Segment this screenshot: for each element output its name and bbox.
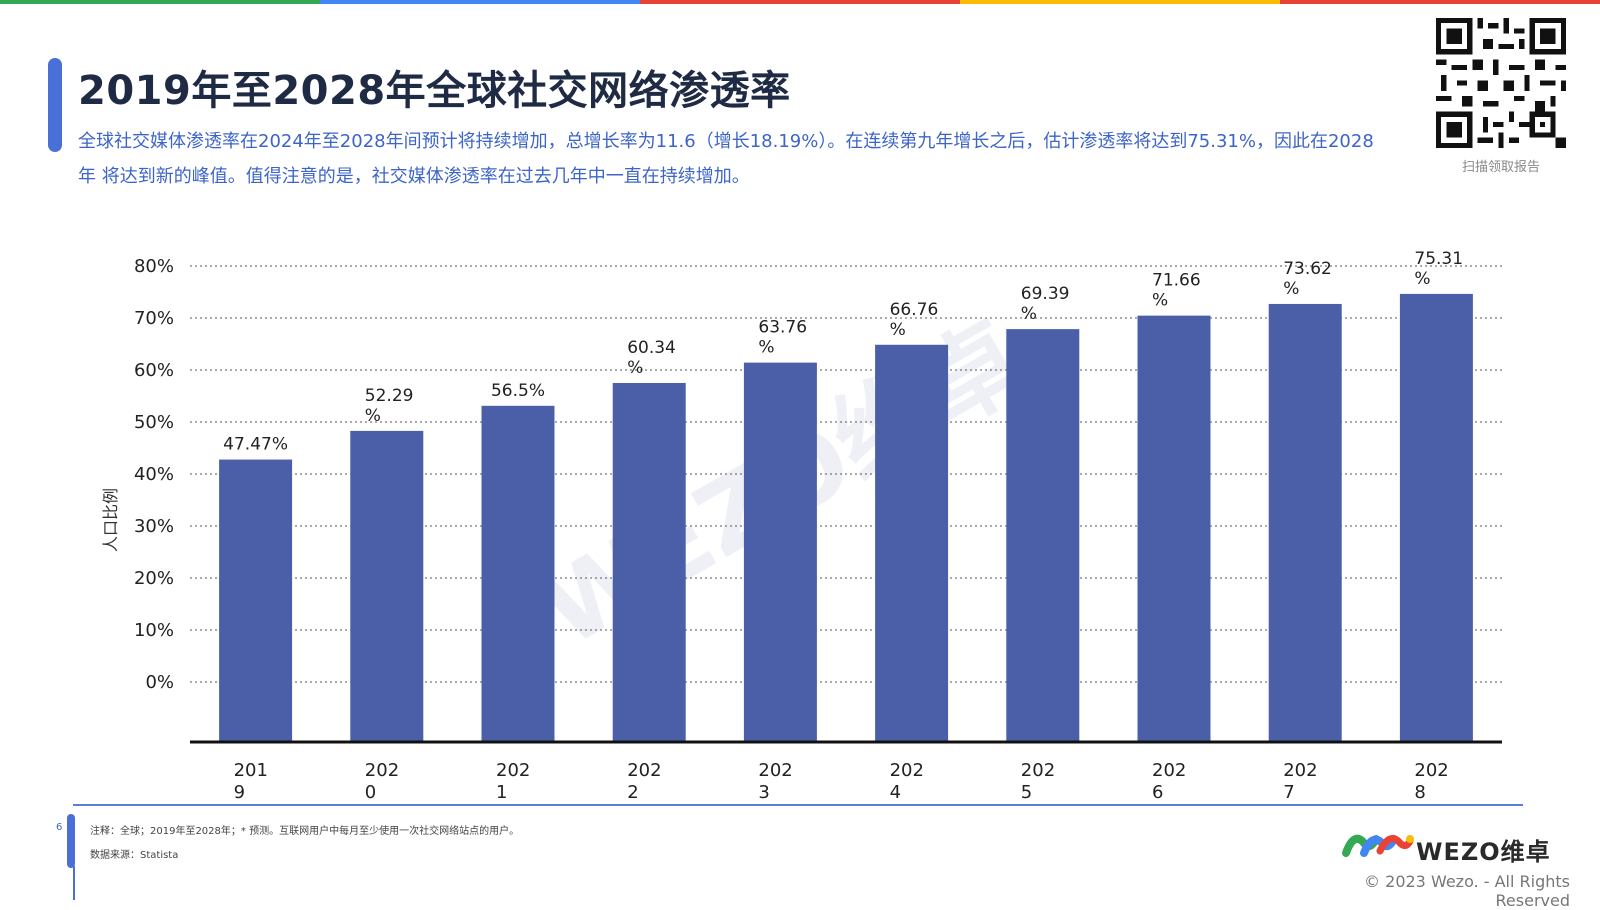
y-axis-title: 人口比例 (101, 488, 120, 552)
data-label: 66.76 (890, 300, 939, 320)
bar (875, 344, 949, 742)
top-bar-blue (320, 0, 640, 4)
bar (1006, 329, 1080, 742)
bar (743, 362, 817, 742)
y-tick-label: 10% (134, 620, 174, 641)
x-tick-label: 8 (1414, 782, 1425, 800)
y-tick-label: 70% (134, 308, 174, 329)
grid-lines (190, 265, 1502, 683)
x-tick-label: 202 (1283, 760, 1317, 781)
title-accent-bar (48, 58, 62, 152)
qr-code-icon[interactable] (1436, 18, 1566, 148)
data-label: 71.66 (1152, 271, 1201, 291)
y-tick-label: 60% (134, 360, 174, 381)
x-tick-label: 7 (1283, 782, 1294, 800)
data-label: 63.76 (758, 318, 807, 338)
x-tick-label: 202 (365, 760, 399, 781)
bar (350, 430, 424, 742)
data-label: % (1414, 269, 1430, 289)
x-tick-label: 4 (890, 782, 901, 800)
top-bar-yellow (960, 0, 1280, 4)
data-label: 60.34 (627, 338, 676, 358)
data-label: % (627, 358, 643, 378)
data-label: 52.29 (365, 386, 414, 406)
data-label: 75.31 (1414, 249, 1463, 269)
data-label: % (365, 406, 381, 426)
bar (612, 382, 686, 742)
data-label: % (1283, 279, 1299, 299)
bars (219, 293, 1473, 742)
x-tick-label: 202 (890, 760, 924, 781)
page-title: 2019年至2028年全球社交网络渗透率 (78, 68, 791, 114)
data-label: 56.5% (491, 381, 545, 401)
top-bar-red-2 (1280, 0, 1600, 4)
x-tick-label: 202 (1021, 760, 1055, 781)
footer-accent-line (73, 866, 75, 900)
bar (219, 459, 293, 742)
bar-chart: WEZO维卓 80%70%60%50%40%30%20%10%0% 47.47%… (101, 249, 1502, 800)
data-label: % (890, 320, 906, 340)
wezo-logo-icon[interactable] (1340, 827, 1540, 859)
qr-caption: 扫描领取报告 (1461, 160, 1540, 175)
y-tick-label: 50% (134, 412, 174, 433)
y-tick-label: 40% (134, 464, 174, 485)
footer-source: 数据来源：Statista (90, 850, 179, 861)
footer-note: 注释：全球；2019年至2028年；* 预测。互联网用户中每月至少使用一次社交网… (90, 826, 520, 837)
x-tick-label: 9 (234, 782, 245, 800)
data-labels: 47.47%52.29%56.5%60.34%63.76%66.76%69.39… (223, 249, 1463, 455)
logo-text: WEZO维卓 (1416, 838, 1551, 866)
y-tick-label: 0% (145, 672, 174, 693)
data-label: % (1021, 304, 1037, 324)
x-tick-label: 6 (1152, 782, 1163, 800)
bar (1399, 293, 1473, 742)
footer-divider (73, 804, 1523, 806)
top-bar-red (640, 0, 960, 4)
y-tick-label: 80% (134, 256, 174, 277)
bar (1268, 303, 1342, 742)
x-tick-label: 0 (365, 782, 376, 800)
top-bar-green (0, 0, 320, 4)
y-tick-label: 30% (134, 516, 174, 537)
bar (1137, 315, 1211, 742)
x-tick-label: 2 (627, 782, 638, 800)
x-tick-label: 202 (758, 760, 792, 781)
footer-accent-bar (67, 814, 75, 868)
data-label: % (758, 338, 774, 358)
data-label: 73.62 (1283, 259, 1332, 279)
x-tick-label: 202 (627, 760, 661, 781)
data-label: 47.47% (223, 435, 288, 455)
x-tick-label: 202 (1414, 760, 1448, 781)
y-tick-label: 20% (134, 568, 174, 589)
copyright: © 2023 Wezo. - All Rights Reserved (1364, 872, 1570, 910)
x-tick-label: 1 (496, 782, 507, 800)
data-label: % (1152, 291, 1168, 311)
x-tick-label: 201 (234, 760, 268, 781)
page-number: 6 (56, 822, 63, 833)
x-tick-label: 202 (496, 760, 530, 781)
y-axis-ticks: 80% 70% 60% 50% 40% 30% 20% 10% 0% (134, 256, 174, 693)
data-label: 69.39 (1021, 284, 1070, 304)
top-color-bar (0, 0, 1600, 4)
x-tick-label: 202 (1152, 760, 1186, 781)
page-description: 全球社交媒体渗透率在2024年至2028年间预计将持续增加，总增长率为11.6（… (78, 131, 1374, 187)
x-tick-label: 3 (758, 782, 769, 800)
bar (481, 405, 555, 742)
x-tick-label: 5 (1021, 782, 1032, 800)
